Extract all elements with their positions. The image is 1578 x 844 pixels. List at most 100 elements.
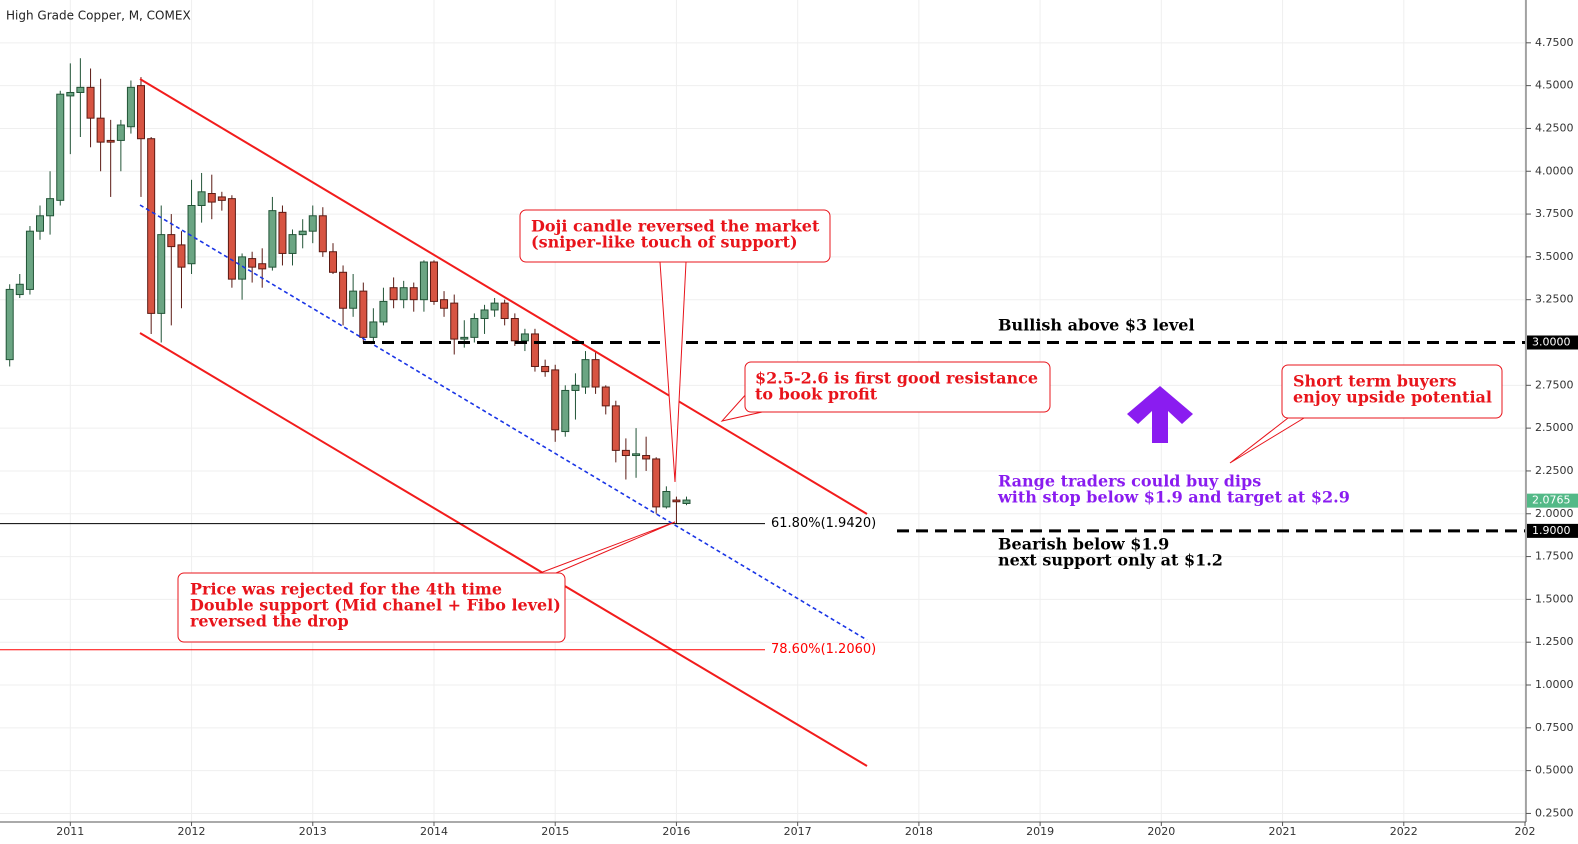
x-tick-label: 2018 [905, 825, 933, 838]
candle-body [15, 283, 24, 296]
channel-lower [139, 332, 868, 767]
candle-body [470, 318, 479, 338]
channel-upper [139, 78, 868, 515]
candle-body [86, 86, 95, 119]
fib-label: 61.80%(1.9420) [771, 516, 876, 531]
candles [5, 58, 691, 525]
annotation-text: reversed the drop [190, 612, 349, 631]
candle-body [126, 86, 135, 128]
candle-body [359, 290, 368, 338]
x-tick-label: 2013 [299, 825, 327, 838]
y-tick-label: 3.2500 [1535, 293, 1574, 306]
candle-body [551, 369, 560, 431]
candle-body [96, 117, 105, 143]
candle-body [167, 234, 176, 248]
y-tick-label: 4.0000 [1535, 164, 1574, 177]
annotation-text: next support only at $1.2 [998, 551, 1223, 570]
candle-body [25, 230, 34, 290]
y-tick-label: 1.2500 [1535, 635, 1574, 648]
drawings [139, 78, 1193, 767]
callout-box [744, 361, 1051, 413]
candle-body [46, 198, 55, 217]
candle-body [207, 193, 216, 203]
y-tick-label: 2.2500 [1535, 464, 1574, 477]
candle-body [480, 309, 489, 320]
last-price-badge [1527, 493, 1578, 508]
x-tick-label: 2022 [1390, 825, 1418, 838]
y-tick-label: 2.7500 [1535, 378, 1574, 391]
annotation-text: Doji candle reversed the market [531, 217, 820, 236]
candle-body [329, 251, 338, 273]
candle-body [611, 405, 620, 451]
level-label: 3.0000 [1532, 336, 1571, 349]
candle-body [419, 261, 428, 301]
candle-body [510, 318, 519, 342]
candle-body [339, 271, 348, 309]
candle-body [530, 333, 539, 367]
candle-body [227, 198, 236, 280]
callout-pointer [659, 261, 687, 483]
candle-body [5, 288, 14, 361]
channel-mid [139, 204, 868, 641]
x-tick-label: 2016 [662, 825, 690, 838]
y-tick-label: 2.0000 [1535, 507, 1574, 520]
x-tick-label: 2017 [784, 825, 812, 838]
candle-body [147, 138, 156, 314]
x-tick-label: 202 [1515, 825, 1536, 838]
candle-body [288, 234, 297, 254]
candle-body [369, 321, 378, 338]
candle-body [349, 290, 358, 309]
candle-body [308, 215, 317, 232]
callout-pointer [539, 521, 676, 574]
y-tick-label: 1.7500 [1535, 550, 1574, 563]
annotation-text: Bearish below $1.9 [998, 535, 1169, 554]
fib-label: 78.60%(1.2060) [771, 642, 876, 657]
annotation-text: Range traders could buy dips [998, 472, 1261, 491]
candle-body [652, 458, 661, 508]
candle-body [561, 389, 570, 433]
candle-body [440, 299, 449, 309]
y-tick-label: 1.5000 [1535, 592, 1574, 605]
candle-body [500, 302, 509, 320]
annotation-text: (sniper-like touch of support) [531, 233, 798, 252]
candle-body [581, 359, 590, 388]
y-tick-label: 0.7500 [1535, 721, 1574, 734]
y-tick-label: 0.2500 [1535, 806, 1574, 819]
candle-body [318, 215, 327, 253]
level-label: 1.9000 [1532, 524, 1571, 537]
last-price-label: 2.0765 [1532, 494, 1571, 507]
y-tick-label: 4.7500 [1535, 36, 1574, 49]
annotation-text: Short term buyers [1293, 372, 1456, 391]
x-tick-label: 2014 [420, 825, 448, 838]
annotation-text: with stop below $1.9 and target at $2.9 [997, 488, 1350, 507]
annotation-text: Price was rejected for the 4th time [190, 580, 502, 599]
x-tick-label: 2011 [56, 825, 84, 838]
candle-body [409, 287, 418, 301]
candle-body [116, 124, 125, 141]
candle-body [591, 359, 600, 388]
y-tick-label: 0.5000 [1535, 764, 1574, 777]
x-tick-label: 2021 [1269, 825, 1297, 838]
x-tick-label: 2020 [1147, 825, 1175, 838]
x-tick-label: 2012 [178, 825, 206, 838]
candle-body [379, 300, 388, 323]
candle-body [66, 91, 75, 97]
candle-body [642, 455, 651, 460]
y-tick-label: 1.0000 [1535, 678, 1574, 691]
level-badge [1527, 523, 1578, 538]
overlay: 61.80%(1.9420) 78.60%(1.2060) Doji candle … [0, 209, 1525, 657]
annotation-text: Bullish above $3 level [998, 316, 1195, 335]
candle-body [490, 302, 499, 311]
candle-body [217, 196, 226, 201]
candle-body [106, 139, 115, 143]
candle-body [672, 499, 681, 503]
candle-body [36, 215, 45, 232]
candle-body [76, 86, 85, 93]
candle-body [268, 210, 277, 268]
x-tick-label: 2019 [1026, 825, 1054, 838]
annotation-text: to book profit [755, 385, 878, 404]
callout-box [177, 572, 566, 643]
callout-box [1281, 364, 1503, 419]
x-tick-label: 2015 [541, 825, 569, 838]
